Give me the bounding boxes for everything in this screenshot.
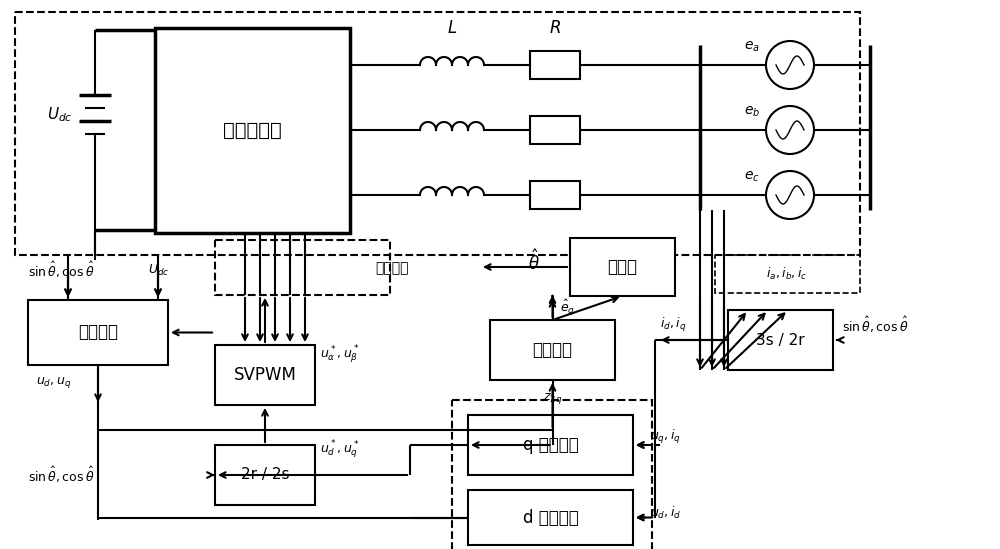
Text: $e_b$: $e_b$: [744, 105, 760, 119]
Bar: [215, 345, 315, 405]
Bar: [15, 12, 860, 255]
Text: $\sin\hat{\theta}, \cos\hat{\theta}$: $\sin\hat{\theta}, \cos\hat{\theta}$: [28, 465, 94, 485]
Text: $u_q, i_q$: $u_q, i_q$: [650, 428, 681, 446]
Text: $u^*_d, u^*_q$: $u^*_d, u^*_q$: [320, 439, 359, 461]
Bar: [530, 116, 580, 144]
Text: $U_{dc}$: $U_{dc}$: [148, 262, 169, 278]
Text: 2r / 2s: 2r / 2s: [241, 468, 289, 483]
Bar: [728, 310, 833, 370]
Bar: [530, 181, 580, 209]
Bar: [468, 490, 633, 545]
Text: 3s / 2r: 3s / 2r: [756, 333, 805, 348]
Text: $u_d, i_d$: $u_d, i_d$: [650, 505, 681, 520]
Text: $\hat{\theta}$: $\hat{\theta}$: [528, 250, 540, 274]
Text: $\hat{e}_q$: $\hat{e}_q$: [560, 298, 576, 318]
Text: 网压估计: 网压估计: [532, 341, 572, 359]
Text: 开关信号: 开关信号: [375, 261, 409, 275]
Text: $i_d, i_q$: $i_d, i_q$: [660, 316, 686, 334]
Text: 锁相环: 锁相环: [608, 258, 638, 276]
Text: q 轴控制器: q 轴控制器: [523, 436, 578, 454]
Text: d 轴控制器: d 轴控制器: [523, 508, 578, 526]
Circle shape: [766, 171, 814, 219]
Bar: [215, 445, 315, 505]
Bar: [715, 255, 860, 293]
Bar: [570, 238, 675, 296]
Bar: [468, 415, 633, 475]
Text: $\sin\hat{\theta}, \cos\hat{\theta}$: $\sin\hat{\theta}, \cos\hat{\theta}$: [842, 315, 908, 335]
Bar: [452, 400, 652, 549]
Text: $e_c$: $e_c$: [744, 170, 760, 184]
Bar: [530, 51, 580, 79]
Text: $z_{2q}$: $z_{2q}$: [543, 390, 562, 406]
Text: $u^*_{\alpha}, u^*_{\beta}$: $u^*_{\alpha}, u^*_{\beta}$: [320, 344, 359, 366]
Text: 电压重构: 电压重构: [78, 323, 118, 341]
Circle shape: [766, 41, 814, 89]
Text: $R$: $R$: [549, 19, 561, 37]
Bar: [215, 240, 390, 295]
Text: $u_d, u_q$: $u_d, u_q$: [36, 376, 71, 390]
Text: $e_a$: $e_a$: [744, 40, 760, 54]
Circle shape: [766, 106, 814, 154]
Text: SVPWM: SVPWM: [234, 366, 296, 384]
Text: $i_a, i_b, i_c$: $i_a, i_b, i_c$: [766, 266, 808, 282]
Text: $U_{dc}$: $U_{dc}$: [47, 105, 73, 125]
Text: $L$: $L$: [447, 19, 457, 37]
Bar: [155, 28, 350, 233]
Bar: [28, 300, 168, 365]
Bar: [490, 320, 615, 380]
Text: $\sin\hat{\theta}, \cos\hat{\theta}$: $\sin\hat{\theta}, \cos\hat{\theta}$: [28, 260, 94, 280]
Text: 三相逆变器: 三相逆变器: [223, 121, 282, 140]
